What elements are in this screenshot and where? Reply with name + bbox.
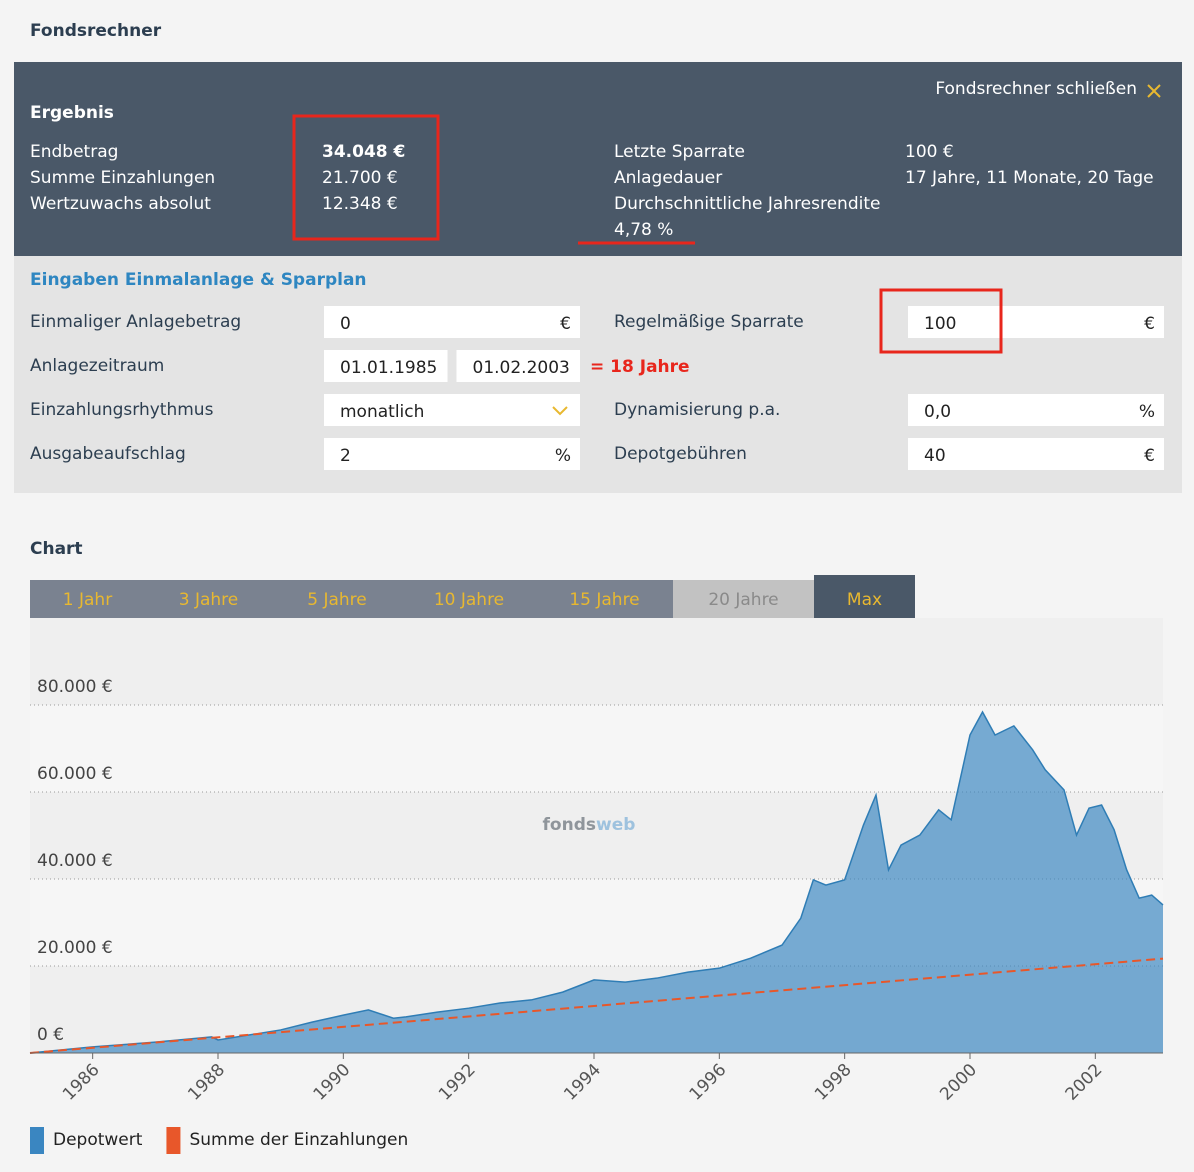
legend-swatch	[30, 1127, 44, 1154]
inputs-title: Eingaben Einmalanlage & Sparplan	[30, 270, 367, 290]
dashed-line	[29, 957, 1164, 1054]
input-label: Regelmäßige Sparrate	[614, 312, 804, 332]
result-title: Ergebnis	[30, 103, 114, 123]
area-line	[29, 710, 1164, 1054]
y-tick-label: 40.000 €	[37, 851, 113, 871]
result-value: 12.348 €	[322, 194, 398, 214]
input-field[interactable]	[908, 394, 1164, 426]
input-unit: %	[555, 446, 571, 466]
close-icon[interactable]	[1147, 84, 1161, 98]
tab-label[interactable]: Max	[847, 590, 882, 610]
result-value: 34.048 €	[322, 142, 405, 162]
input-unit: €	[1144, 314, 1155, 334]
watermark: fonds	[543, 815, 596, 835]
result-label: Anlagedauer	[614, 168, 722, 188]
result-label: Endbetrag	[30, 142, 118, 162]
result-panel	[14, 62, 1182, 256]
highlight-box	[879, 288, 1003, 354]
tab-label[interactable]: 3 Jahre	[179, 590, 239, 610]
tab[interactable]	[145, 580, 272, 618]
input-value: 01.01.1985	[340, 358, 437, 378]
tab-label[interactable]: 5 Jahre	[307, 590, 367, 610]
input-field[interactable]	[324, 306, 580, 338]
result-value: 21.700 €	[322, 168, 398, 188]
input-label: Ausgabeaufschlag	[30, 444, 186, 464]
tab-label[interactable]: 1 Jahr	[63, 590, 112, 610]
input-label: Dynamisierung p.a.	[614, 400, 780, 420]
input-field[interactable]	[324, 394, 580, 426]
input-value: 0	[340, 314, 351, 334]
legend-label: Depotwert	[53, 1130, 143, 1150]
input-field[interactable]	[324, 438, 580, 470]
highlight-box	[292, 114, 440, 241]
legend-swatch	[166, 1127, 181, 1154]
result-value: 4,78 %	[614, 220, 673, 240]
input-value: 0,0	[924, 402, 951, 422]
input-value: monatlich	[340, 402, 424, 422]
y-tick-label: 60.000 €	[37, 764, 113, 784]
tab-label[interactable]: 15 Jahre	[569, 590, 639, 610]
input-field[interactable]	[324, 350, 448, 382]
result-value: 100 €	[905, 142, 954, 162]
input-field[interactable]	[456, 350, 581, 382]
area	[30, 711, 1163, 1053]
result-value: 17 Jahre, 11 Monate, 20 Tage	[905, 168, 1154, 188]
y-tick-label: 0 €	[37, 1025, 64, 1045]
input-value: 100	[924, 314, 956, 334]
input-label: Depotgebühren	[614, 444, 747, 464]
chart-heading: Chart	[30, 539, 83, 559]
legend-label: Summe der Einzahlungen	[189, 1130, 408, 1150]
dropdown-icon	[552, 406, 568, 416]
close-link[interactable]: Fondsrechner schließen	[935, 79, 1137, 99]
page-title: Fondsrechner	[30, 21, 162, 41]
result-label: Summe Einzahlungen	[30, 168, 215, 188]
tab[interactable]	[402, 580, 536, 618]
input-field[interactable]	[908, 306, 1164, 338]
y-tick-label: 80.000 €	[37, 677, 113, 697]
input-label: Einmaliger Anlagebetrag	[30, 312, 241, 332]
input-unit: €	[560, 314, 571, 334]
input-value: 40	[924, 446, 946, 466]
tab-label: 20 Jahre	[708, 590, 778, 610]
input-unit: €	[1144, 446, 1155, 466]
result-label: Letzte Sparrate	[614, 142, 745, 162]
result-label: Wertzuwachs absolut	[30, 194, 211, 214]
input-label: Anlagezeitraum	[30, 356, 164, 376]
tab[interactable]	[272, 580, 402, 618]
input-field[interactable]	[908, 438, 1164, 470]
tab	[673, 580, 814, 618]
tab[interactable]	[536, 580, 673, 618]
result-label: Durchschnittliche Jahresrendite	[614, 194, 880, 214]
annotation: = 18 Jahre	[590, 357, 690, 377]
tab[interactable]	[30, 580, 145, 618]
watermark: web	[596, 815, 635, 835]
input-unit: %	[1139, 402, 1155, 422]
tab[interactable]	[814, 575, 915, 618]
input-value: 01.02.2003	[473, 358, 570, 378]
tab-label[interactable]: 10 Jahre	[434, 590, 504, 610]
y-tick-label: 20.000 €	[37, 938, 113, 958]
input-value: 2	[340, 446, 351, 466]
input-label: Einzahlungsrhythmus	[30, 400, 214, 420]
